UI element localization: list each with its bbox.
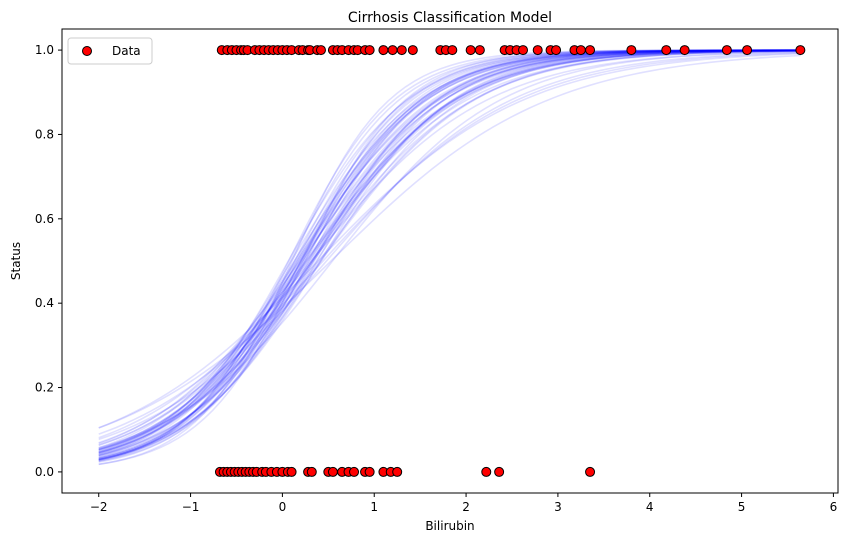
x-tick-label: 3	[554, 500, 562, 514]
y-tick-label: 0.2	[35, 381, 54, 395]
model-curve	[98, 49, 801, 463]
data-points	[214, 45, 806, 477]
legend: Data	[67, 37, 153, 65]
data-point	[575, 45, 586, 56]
model-curve	[98, 50, 801, 449]
y-tick-label: 0.8	[35, 127, 54, 141]
data-point	[532, 45, 543, 56]
model-curve	[98, 54, 801, 429]
data-point	[447, 45, 458, 56]
data-point	[378, 45, 389, 56]
y-axis-label: Status	[9, 242, 23, 280]
data-point	[742, 45, 753, 56]
data-point	[474, 45, 485, 56]
data-point	[327, 466, 338, 477]
data-point	[585, 45, 596, 56]
plot-frame	[61, 28, 839, 494]
data-point	[679, 45, 690, 56]
y-tick-label: 0.4	[35, 296, 54, 310]
y-tick-label: 1.0	[35, 43, 54, 57]
y-tick-label: 0.0	[35, 465, 54, 479]
chart-title: Cirrhosis Classification Model	[348, 10, 552, 26]
legend-marker-data	[82, 46, 92, 56]
data-point	[315, 45, 326, 56]
model-curve	[98, 49, 801, 462]
data-point	[364, 466, 375, 477]
model-curve	[98, 51, 801, 441]
x-tick-label: 6	[830, 500, 838, 514]
legend-box	[67, 37, 153, 65]
x-tick-label: 5	[738, 500, 746, 514]
model-curve	[98, 53, 801, 429]
data-point	[661, 45, 672, 56]
x-tick-label: 0	[279, 500, 287, 514]
model-curves	[98, 49, 801, 466]
data-point	[721, 45, 732, 56]
data-point	[481, 466, 492, 477]
data-point	[465, 45, 476, 56]
data-point	[396, 45, 407, 56]
data-point	[518, 45, 529, 56]
data-point	[585, 466, 596, 477]
model-curve	[98, 52, 801, 435]
data-point	[494, 466, 505, 477]
model-curve	[98, 50, 801, 439]
data-point	[392, 466, 403, 477]
data-point	[407, 45, 418, 56]
legend-label-data: Data	[112, 44, 141, 58]
data-point	[387, 45, 398, 56]
data-point	[795, 45, 806, 56]
x-axis-label: Bilirubin	[425, 519, 474, 533]
data-point	[286, 466, 297, 477]
x-tick-label: 1	[370, 500, 378, 514]
x-tick-label: 4	[646, 500, 654, 514]
x-axis-ticks: −2 −1 0 1 2 3 4 5 6	[90, 493, 837, 514]
data-point	[306, 466, 317, 477]
data-point	[364, 45, 375, 56]
data-point	[626, 45, 637, 56]
x-tick-label: −1	[182, 500, 200, 514]
x-tick-label: 2	[462, 500, 470, 514]
x-tick-label: −2	[90, 500, 108, 514]
data-point	[349, 466, 360, 477]
y-axis-ticks: 0.0 0.2 0.4 0.6 0.8 1.0	[35, 43, 62, 479]
y-tick-label: 0.6	[35, 212, 54, 226]
data-point	[551, 45, 562, 56]
